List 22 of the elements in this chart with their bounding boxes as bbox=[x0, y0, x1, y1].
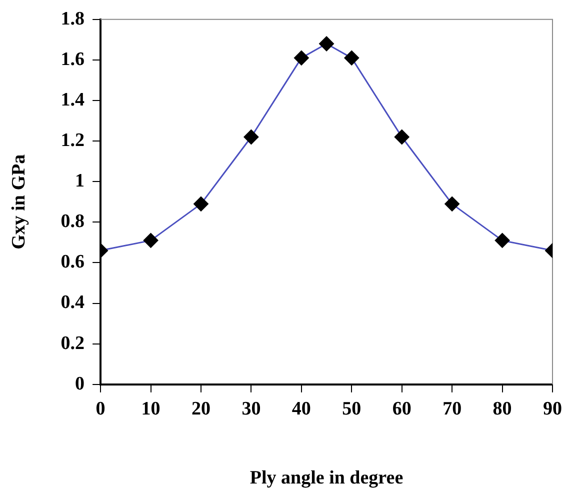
y-axis-title: Gxy in GPa bbox=[8, 154, 30, 250]
x-tick-label: 80 bbox=[492, 398, 512, 420]
y-tick-label: 1.4 bbox=[60, 89, 86, 110]
x-tick-label: 70 bbox=[442, 398, 462, 420]
y-tick-label: 0.6 bbox=[60, 252, 85, 273]
y-tick-label: 1.6 bbox=[60, 48, 85, 70]
y-tick-label: 0.8 bbox=[60, 211, 85, 232]
x-tick-label: 90 bbox=[543, 398, 562, 420]
x-tick-label: 10 bbox=[141, 398, 160, 420]
y-tick-label: 0 bbox=[75, 373, 85, 394]
y-tick-label: 0.2 bbox=[60, 332, 85, 354]
x-tick-label: 40 bbox=[292, 398, 311, 420]
y-tick-label: 0.4 bbox=[60, 292, 86, 314]
x-tick-label: 60 bbox=[392, 398, 412, 420]
x-axis-title: Ply angle in degree bbox=[250, 468, 404, 489]
y-tick-label: 1.8 bbox=[60, 8, 85, 30]
x-tick-label: 0 bbox=[96, 398, 106, 420]
y-tick-label: 1.2 bbox=[60, 130, 85, 151]
x-tick-label: 30 bbox=[242, 398, 261, 420]
x-tick-label: 20 bbox=[191, 398, 210, 420]
y-tick-label: 1 bbox=[75, 170, 85, 192]
x-tick-label: 50 bbox=[342, 398, 362, 420]
